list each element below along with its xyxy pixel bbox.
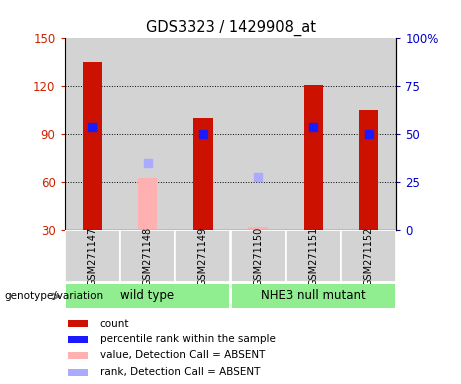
Text: NHE3 null mutant: NHE3 null mutant xyxy=(261,289,366,302)
Bar xyxy=(69,336,88,343)
Text: GSM271148: GSM271148 xyxy=(142,227,153,286)
Bar xyxy=(65,230,119,282)
Bar xyxy=(69,351,88,359)
Text: GSM271149: GSM271149 xyxy=(198,227,208,286)
Bar xyxy=(83,62,102,230)
Bar xyxy=(248,227,268,230)
Point xyxy=(199,131,207,137)
Bar xyxy=(304,85,323,230)
Bar xyxy=(69,369,88,376)
Bar xyxy=(193,118,213,230)
Bar xyxy=(65,283,230,308)
Text: genotype/variation: genotype/variation xyxy=(5,291,104,301)
Text: percentile rank within the sample: percentile rank within the sample xyxy=(100,334,276,344)
Bar xyxy=(120,230,175,282)
Text: value, Detection Call = ABSENT: value, Detection Call = ABSENT xyxy=(100,350,265,360)
Text: GSM271150: GSM271150 xyxy=(253,227,263,286)
Bar xyxy=(69,320,88,328)
Bar xyxy=(359,111,378,230)
Bar xyxy=(231,283,396,308)
Text: GSM271151: GSM271151 xyxy=(308,227,319,286)
Bar xyxy=(342,230,396,282)
Title: GDS3323 / 1429908_at: GDS3323 / 1429908_at xyxy=(146,20,315,36)
Text: rank, Detection Call = ABSENT: rank, Detection Call = ABSENT xyxy=(100,367,260,377)
Point xyxy=(254,174,262,180)
Bar xyxy=(231,230,285,282)
Text: wild type: wild type xyxy=(120,289,175,302)
Point xyxy=(144,160,151,166)
Text: count: count xyxy=(100,319,129,329)
Point xyxy=(89,124,96,130)
Bar xyxy=(138,177,157,230)
Point xyxy=(310,124,317,130)
Bar xyxy=(176,230,230,282)
Point xyxy=(365,131,372,137)
Text: GSM271147: GSM271147 xyxy=(87,227,97,286)
Bar xyxy=(286,230,341,282)
Text: GSM271152: GSM271152 xyxy=(364,227,374,286)
